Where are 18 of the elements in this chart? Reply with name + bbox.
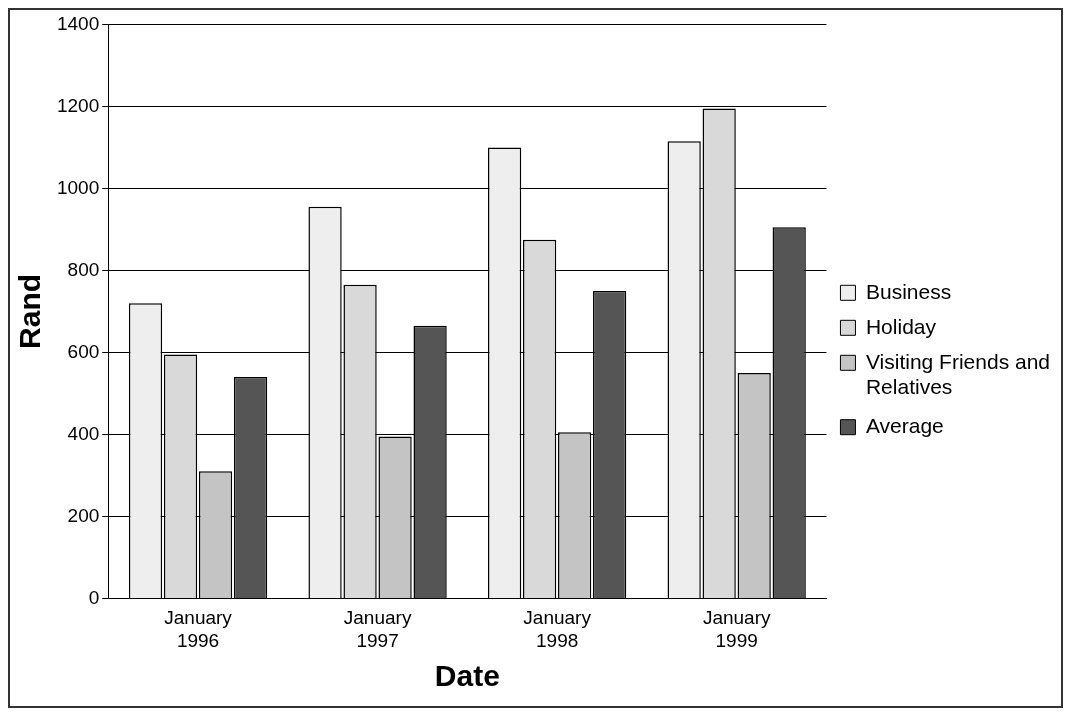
y-tick-label: 1400	[56, 12, 100, 34]
y-tick-label: 400	[67, 422, 100, 444]
y-tick-label: 600	[67, 340, 100, 362]
y-tick-label: 1000	[56, 176, 100, 198]
legend-label: Visiting Friends and Relatives	[865, 349, 1051, 398]
x-tick-label: January 1999	[702, 607, 771, 651]
x-axis-title: Date	[434, 659, 500, 693]
x-tick-label: January 1998	[523, 607, 592, 651]
y-tick-label: 0	[88, 586, 100, 608]
x-tick-label: January 1996	[164, 607, 233, 651]
legend-label: Holiday	[865, 314, 937, 338]
legend-label: Business	[865, 279, 952, 303]
legend-label: Average	[865, 414, 944, 437]
y-tick-label: 200	[67, 504, 100, 526]
y-tick-label: 800	[67, 258, 100, 280]
y-axis-title: Rand	[13, 273, 47, 349]
y-tick-label: 1200	[56, 94, 100, 116]
x-tick-label: January 1997	[343, 607, 412, 651]
